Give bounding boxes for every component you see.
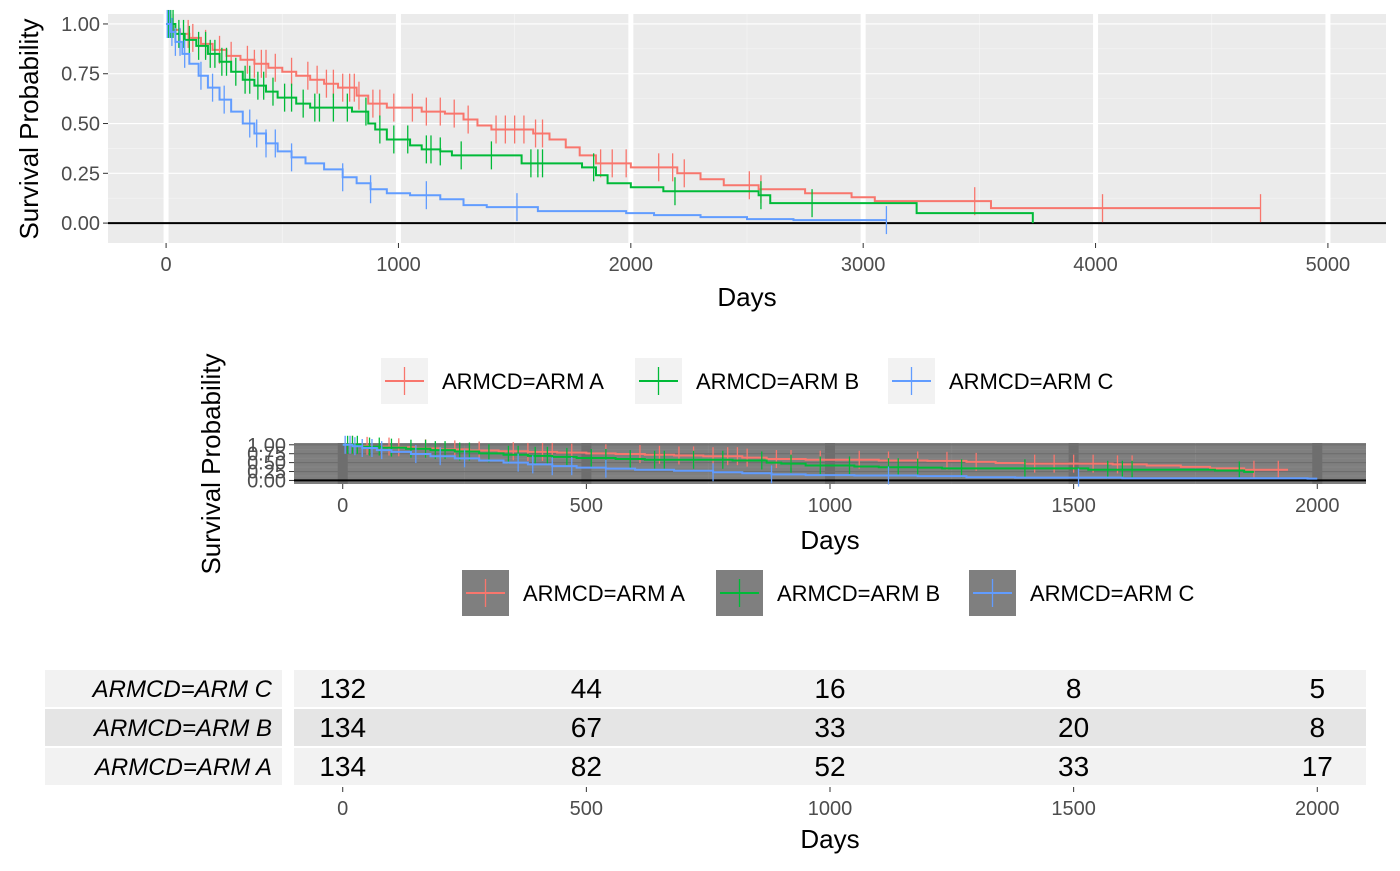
risk-count: 5 (1309, 673, 1325, 704)
series-3 (166, 9, 888, 235)
y-tick-label: 0.50 (247, 453, 286, 475)
risk-count: 20 (1058, 712, 1089, 743)
x-tick-label: 2000 (1295, 798, 1340, 820)
legend-label: ARMCD=ARM A (523, 581, 685, 606)
x-axis-title: Days (800, 525, 859, 555)
y-tick-label: 1.00 (61, 14, 100, 36)
y-axis-title: Survival Probability (196, 353, 226, 574)
x-tick-label: 0 (337, 798, 348, 820)
risk-count: 132 (319, 673, 366, 704)
risk-count: 52 (814, 751, 845, 782)
x-tick-label: 1000 (808, 798, 853, 820)
y-tick-label: 0.75 (61, 64, 100, 86)
risk-table-row: ARMCD=ARM A 134 82 52 33 17 (45, 748, 1366, 785)
survival-curve (342, 443, 1254, 473)
risk-table-row: ARMCD=ARM B 134 67 33 20 8 (45, 709, 1366, 746)
legend-label: ARMCD=ARM C (949, 369, 1114, 394)
x-tick-label: 1000 (808, 495, 853, 517)
risk-count: 134 (319, 712, 366, 743)
x-tick-label: 3000 (841, 254, 886, 276)
row-label-bg (45, 709, 282, 746)
legend-label: ARMCD=ARM B (696, 369, 859, 394)
risk-row-label: ARMCD=ARM A (93, 754, 272, 781)
risk-table-row: ARMCD=ARM C 132 44 16 8 5 (45, 670, 1366, 707)
x-tick-label: 1000 (376, 254, 421, 276)
x-tick-label: 1500 (1051, 798, 1096, 820)
x-tick-label: 0 (337, 495, 348, 517)
x-tick-label: 500 (570, 798, 603, 820)
risk-count: 134 (319, 751, 366, 782)
legend-label: ARMCD=ARM B (777, 581, 940, 606)
risk-count: 17 (1302, 751, 1333, 782)
y-tick-label: 0.00 (61, 213, 100, 235)
legend-label: ARMCD=ARM A (442, 369, 604, 394)
y-tick-label: 0.25 (61, 163, 100, 185)
x-tick-label: 500 (570, 495, 603, 517)
row-label-bg (45, 748, 282, 785)
risk-count: 44 (571, 673, 602, 704)
y-axis-title: Survival Probability (14, 18, 44, 239)
risk-row-label: ARMCD=ARM C (91, 676, 273, 703)
x-tick-label: 0 (161, 254, 172, 276)
x-tick-label: 2000 (609, 254, 654, 276)
x-axis-title: Days (800, 824, 859, 854)
risk-count: 33 (1058, 751, 1089, 782)
y-tick-label: 0.75 (247, 444, 286, 466)
y-tick-label: 1.00 (247, 435, 286, 457)
legend (462, 570, 1016, 616)
row-label-bg (45, 670, 282, 707)
y-tick-label: 0.25 (247, 462, 286, 484)
x-axis-title: Days (717, 282, 776, 312)
risk-count: 33 (814, 712, 845, 743)
risk-row-label: ARMCD=ARM B (92, 715, 272, 742)
row-bg (294, 670, 1366, 707)
y-tick-label: 0.00 (247, 470, 286, 492)
legend-label: ARMCD=ARM C (1030, 581, 1195, 606)
legend (381, 358, 935, 404)
series-3 (342, 435, 1318, 487)
x-tick-label: 1500 (1051, 495, 1096, 517)
row-bg (294, 748, 1366, 785)
row-bg (294, 709, 1366, 746)
series-1 (166, 19, 1262, 223)
risk-count: 8 (1309, 712, 1325, 743)
risk-count: 82 (571, 751, 602, 782)
x-tick-label: 4000 (1073, 254, 1118, 276)
x-tick-label: 5000 (1306, 254, 1351, 276)
survival-curve (166, 22, 887, 222)
series-2 (166, 9, 1034, 224)
survival-curve (166, 22, 1034, 224)
risk-count: 67 (571, 712, 602, 743)
risk-count: 16 (814, 673, 845, 704)
risk-count: 8 (1066, 673, 1082, 704)
x-tick-label: 2000 (1295, 495, 1340, 517)
survival-curve (166, 22, 1261, 210)
y-tick-label: 0.50 (61, 114, 100, 136)
